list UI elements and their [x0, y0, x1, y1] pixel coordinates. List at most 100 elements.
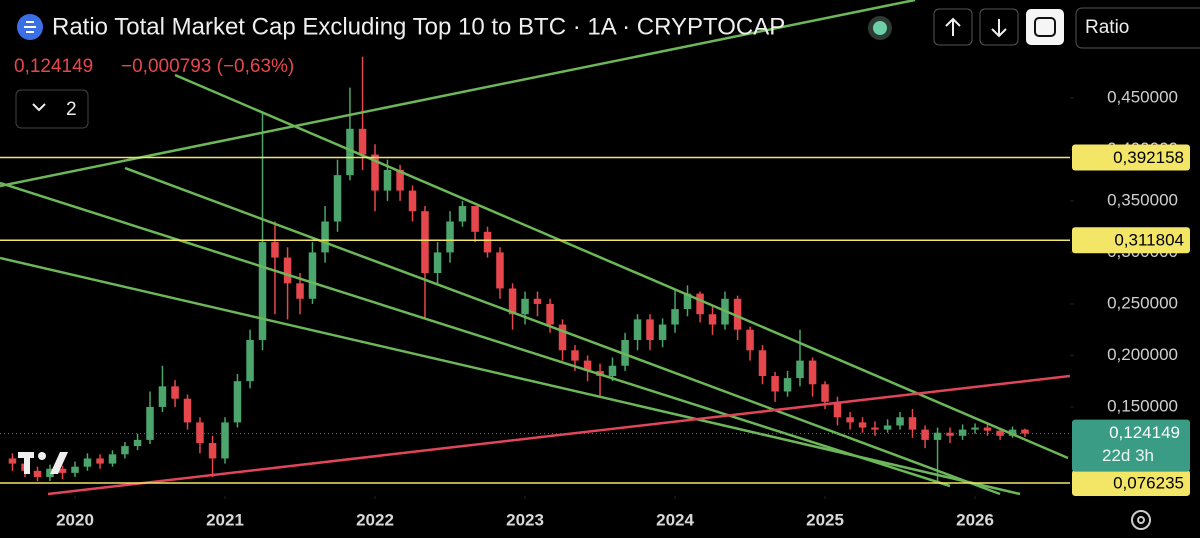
- price-label: 0,392158: [1113, 148, 1184, 167]
- scale-field[interactable]: [1075, 7, 1200, 49]
- candle-body: [546, 303, 554, 325]
- indicator-count: 2: [66, 99, 77, 120]
- candle-body: [758, 350, 767, 377]
- x-tick-label: 2023: [506, 510, 544, 529]
- price: 0,124149: [14, 56, 93, 77]
- candle-body: [296, 283, 304, 299]
- price-lines: 0,392158 0,311804 0,076235 0,124149 22d 3h: [0, 144, 1190, 496]
- y-tick-label: 0,350000: [1107, 190, 1178, 209]
- trend-line: [0, 0, 916, 188]
- candle-body: [796, 360, 804, 379]
- chevron: [32, 103, 46, 112]
- candle-body: [471, 206, 479, 232]
- candle-body: [771, 376, 779, 392]
- candle-body: [333, 175, 342, 222]
- drawings: [0, 0, 1070, 496]
- candle-body: [821, 384, 829, 402]
- candle-body: [833, 401, 842, 418]
- candle-body: [408, 190, 417, 212]
- candle-body: [621, 339, 629, 366]
- header: Ratio Total Market Cap Excluding Top 10 …: [14, 13, 892, 129]
- candle-body: [158, 386, 167, 407]
- candle-body: [858, 422, 867, 428]
- candle-body: [321, 221, 329, 253]
- trend-line: [0, 256, 1021, 496]
- candle-body: [121, 446, 129, 455]
- candle-body: [396, 169, 404, 191]
- candle-body: [983, 427, 992, 431]
- candle-body: [196, 422, 204, 444]
- candle-body: [521, 298, 529, 315]
- y-tick-label: 0,200000: [1107, 345, 1178, 364]
- symbol-icon-glyph: [24, 21, 36, 33]
- x-tick-label: 2026: [956, 510, 994, 529]
- candle-body: [208, 443, 217, 459]
- candle-body: [433, 252, 442, 274]
- candle-body: [896, 417, 904, 426]
- x-tick-label: 2024: [656, 510, 694, 529]
- candle-body: [933, 432, 942, 440]
- candle-body: [571, 350, 579, 361]
- logo-part: [38, 452, 46, 460]
- down-arrow: [991, 19, 1007, 38]
- last-price-label: 0,124149: [1109, 423, 1180, 442]
- candle-body: [46, 468, 54, 478]
- candle-body: [1021, 429, 1029, 434]
- x-tick-label: 2022: [356, 510, 394, 529]
- candle-body: [108, 454, 117, 464]
- logo-part: [50, 452, 68, 474]
- candle-body: [921, 429, 929, 440]
- price-label-box: [1072, 144, 1190, 171]
- candle-body: [883, 425, 892, 430]
- price-label-box: [1072, 227, 1190, 254]
- status-dot: [873, 21, 887, 35]
- candle-body: [221, 422, 229, 459]
- countdown: 22d 3h: [1102, 446, 1154, 465]
- candle-body: [1008, 429, 1017, 436]
- candle-body: [421, 211, 429, 274]
- fullscreen-icon: [1034, 17, 1056, 37]
- candle-body: [171, 386, 179, 399]
- candle-body: [133, 439, 142, 447]
- candle-body: [283, 257, 292, 284]
- candle-body: [646, 319, 654, 340]
- axis-layer: 0,1500000,2000000,2500000,3000000,350000…: [56, 87, 1178, 529]
- indicator-toggle[interactable]: [15, 89, 89, 129]
- settings-icon[interactable]: [1131, 510, 1151, 530]
- candle-body: [83, 458, 92, 467]
- candle-body: [146, 406, 154, 440]
- candle-body: [258, 242, 267, 340]
- up-arrow: [945, 17, 961, 36]
- candle-body: [808, 360, 817, 385]
- price-label: 0,311804: [1114, 231, 1184, 250]
- candle-body: [8, 458, 17, 464]
- candle-body: [671, 309, 679, 325]
- x-tick-label: 2020: [56, 510, 94, 529]
- candle-body: [458, 206, 467, 222]
- candle-body: [846, 417, 854, 423]
- scale-field-text: Ratio: [1085, 17, 1129, 38]
- candle-body: [558, 324, 567, 351]
- y-tick-label: 0,450000: [1107, 87, 1178, 106]
- candle-body: [183, 398, 192, 423]
- candle-body: [271, 242, 279, 258]
- candle-body: [733, 298, 742, 330]
- gear[interactable]: [1131, 510, 1151, 530]
- logo: [18, 452, 68, 474]
- price-change: −0,000793 (−0,63%): [121, 56, 294, 77]
- candle-body: [583, 360, 592, 371]
- candle-body: [496, 252, 504, 289]
- candle-body: [783, 378, 792, 392]
- candle-body: [746, 329, 754, 351]
- toolbar: Ratio: [933, 7, 1200, 49]
- candle-body: [696, 293, 704, 315]
- candle-body: [508, 288, 517, 315]
- candle-body: [533, 298, 542, 304]
- fullscreen-button[interactable]: [1026, 9, 1064, 45]
- price-label-box: [1072, 469, 1190, 496]
- chart-title: Ratio Total Market Cap Excluding Top 10 …: [52, 13, 785, 40]
- candle-body: [383, 169, 392, 191]
